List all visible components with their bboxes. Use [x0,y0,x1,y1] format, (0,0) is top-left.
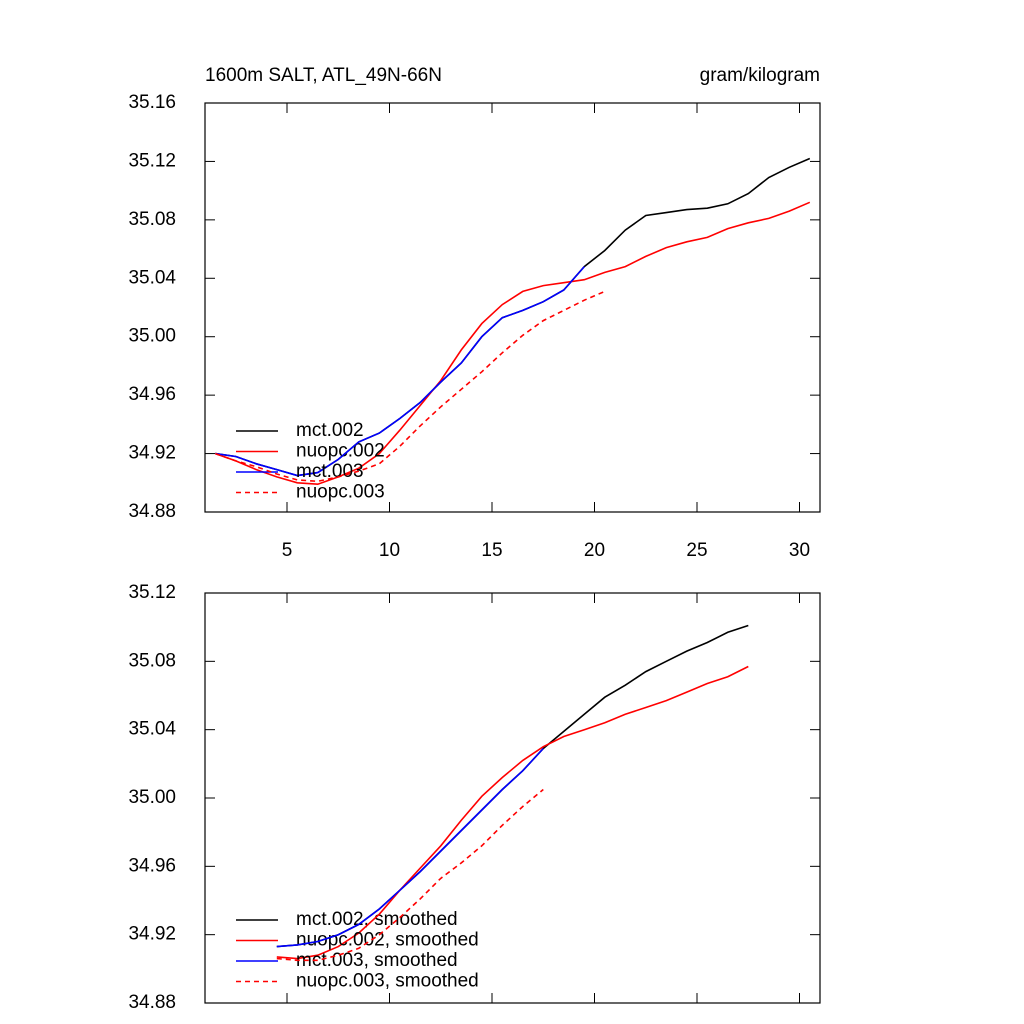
series-line [215,266,585,477]
legend-label: nuopc.002, smoothed [296,930,479,951]
y-tick-label: 35.08 [128,650,176,671]
y-tick-label: 35.12 [128,582,176,603]
y-tick-label: 34.96 [128,384,176,405]
x-tick-label: 15 [481,540,502,561]
legend-label: mct.003, smoothed [296,950,458,971]
series-line [276,747,544,948]
y-tick-label: 35.00 [128,787,176,808]
y-tick-label: 35.16 [128,92,176,113]
x-tick-label: 20 [584,540,605,561]
x-tick-label: 5 [282,540,293,561]
plot-frame [204,102,821,513]
y-tick-label: 34.92 [128,443,176,464]
series-line [215,290,606,483]
y-tick-label: 35.12 [128,150,176,171]
x-tick-label: 25 [686,540,707,561]
y-tick-label: 35.04 [128,719,176,740]
legend-label: nuopc.003 [296,482,385,503]
y-tick-label: 34.88 [128,992,176,1013]
y-tick-label: 34.88 [128,501,176,522]
x-tick-label: 30 [789,540,810,561]
x-tick-label: 10 [379,540,400,561]
y-tick-label: 35.04 [128,267,176,288]
legend-label: mct.002 [296,420,364,441]
y-tick-label: 34.96 [128,855,176,876]
series-line [276,665,749,960]
y-tick-label: 35.00 [128,326,176,347]
series-line [215,201,811,486]
legend-label: mct.003 [296,461,364,482]
units-label: gram/kilogram [700,65,820,86]
legend-label: nuopc.002 [296,441,385,462]
legend-label: nuopc.003, smoothed [296,971,479,992]
y-tick-label: 35.08 [128,209,176,230]
chart-title: 1600m SALT, ATL_49N-66N [205,65,442,86]
legend-label: mct.002, smoothed [296,909,458,930]
y-tick-label: 34.92 [128,924,176,945]
series-line [276,624,749,948]
